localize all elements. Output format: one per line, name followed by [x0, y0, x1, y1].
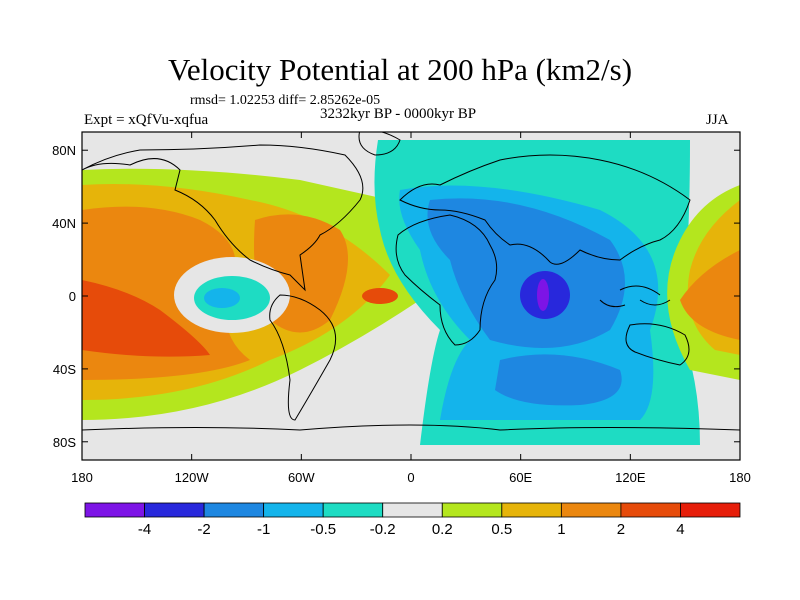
latitude-axis: 80N 40N 0 40S 80S — [52, 143, 740, 450]
colorbar-label: 4 — [676, 521, 684, 538]
west-pacific-fields — [667, 185, 740, 380]
stats-text: rmsd= 1.02253 diff= 2.85262e-05 — [190, 93, 381, 108]
period-label: 3232kyr BP - 0000kyr BP — [320, 106, 477, 122]
longitude-axis: 180 120W 60W 0 60E 120E 180 — [71, 132, 751, 485]
colorbar-label: 2 — [617, 521, 625, 538]
coastlines — [82, 132, 740, 431]
colorbar-label: -1 — [257, 521, 270, 538]
map-panel — [82, 132, 740, 460]
chart-title: Velocity Potential at 200 hPa (km2/s) — [167, 52, 633, 87]
season-label: JJA — [706, 112, 729, 128]
colorbar-swatch — [203, 502, 265, 518]
colorbar-label: 0.5 — [491, 521, 512, 538]
colorbar-swatch — [84, 502, 145, 518]
colorbar-swatch — [620, 502, 681, 518]
colorbar-swatch — [382, 502, 443, 518]
colorbar-swatch — [501, 502, 562, 518]
lon-tick-label: 180 — [729, 470, 751, 485]
lat-tick-label: 80S — [53, 435, 76, 450]
colorbar-label: -0.5 — [310, 521, 336, 538]
lat-tick-label: 40S — [53, 362, 76, 377]
colorbar-label: -4 — [138, 521, 151, 538]
positive-anomaly-fields — [82, 168, 420, 420]
colorbar-label: -2 — [197, 521, 210, 538]
lat-tick-label: 80N — [52, 143, 76, 158]
lon-tick-label: 180 — [71, 470, 93, 485]
lon-tick-label: 120W — [175, 470, 210, 485]
lon-tick-label: 120E — [615, 470, 646, 485]
colorbar: -4 -2 -1 -0.5 -0.2 0.2 0.5 1 2 4 — [84, 502, 741, 538]
colorbar-swatch — [144, 502, 205, 518]
colorbar-label: 1 — [557, 521, 565, 538]
experiment-label: Expt = xQfVu-xqfua — [84, 112, 209, 128]
lat-tick-label: 40N — [52, 216, 76, 231]
lon-tick-label: 0 — [407, 470, 414, 485]
lat-tick-label: 0 — [69, 289, 76, 304]
colorbar-swatch — [560, 502, 622, 518]
colorbar-label: 0.2 — [432, 521, 453, 538]
colorbar-swatch — [322, 502, 384, 518]
colorbar-swatch — [263, 502, 324, 518]
lon-tick-label: 60E — [509, 470, 532, 485]
colorbar-swatch — [441, 502, 503, 518]
lon-tick-label: 60W — [288, 470, 315, 485]
colorbar-label: -0.2 — [370, 521, 396, 538]
colorbar-swatch — [680, 502, 741, 518]
